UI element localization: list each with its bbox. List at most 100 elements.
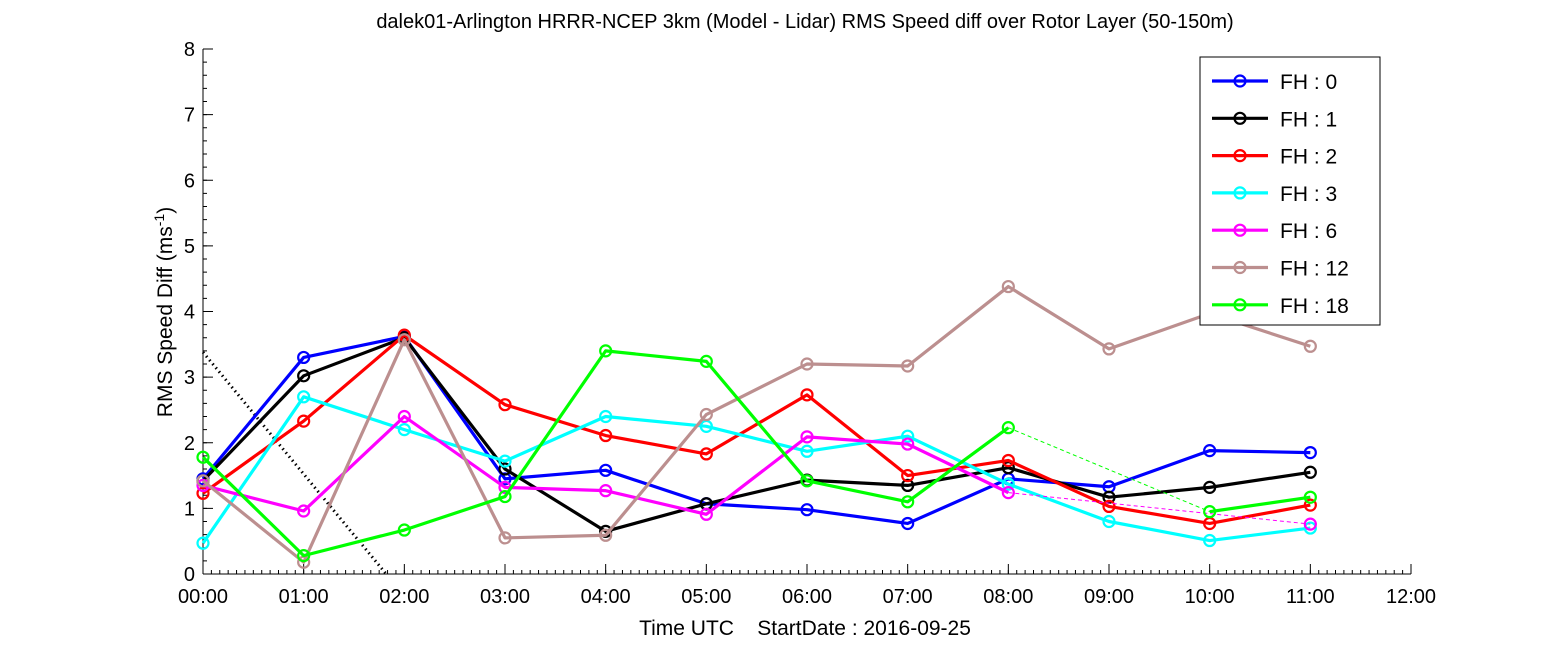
legend-label: FH : 12 (1280, 258, 1349, 281)
data-point (599, 528, 613, 542)
legend-marker (1233, 298, 1247, 312)
data-point (1303, 339, 1317, 353)
data-point (1303, 517, 1317, 531)
data-point (297, 350, 311, 365)
x-tick-label: 12:00 (1386, 586, 1436, 608)
data-point (196, 450, 210, 464)
data-point (1303, 490, 1317, 504)
data-point (498, 472, 512, 486)
data-point (901, 359, 915, 373)
data-point (599, 409, 613, 424)
data-point (397, 423, 411, 437)
x-axis-label: Time UTC StartDate : 2016-09-25 (639, 617, 971, 640)
y-tick-label: 4 (184, 302, 195, 324)
x-tick-label: 06:00 (782, 586, 832, 608)
series-fh-12 (196, 279, 1317, 569)
data-point (901, 429, 915, 443)
x-tick-label: 08:00 (983, 586, 1033, 608)
series-line (202, 414, 1010, 516)
y-tick-label: 8 (184, 39, 195, 61)
legend-marker (1233, 260, 1247, 275)
data-point (196, 536, 210, 550)
legend-marker (1233, 223, 1247, 237)
data-point (1001, 453, 1015, 468)
y-tick-label: 3 (184, 367, 195, 389)
series-line (202, 333, 1311, 526)
data-point (599, 428, 613, 443)
data-point (1203, 533, 1217, 548)
y-tick-label: 2 (184, 433, 195, 455)
axes: 0 1 2 3 4 5 6 7 8 00:00 01:00 02:00 03:00 04:00 05:00 0… (178, 39, 1436, 608)
data-point (196, 486, 210, 500)
data-point (1001, 486, 1015, 500)
series-line (201, 284, 1311, 564)
legend-item: FH : 18 (1212, 295, 1349, 318)
series-fh-18 (196, 344, 1317, 563)
data-point (1203, 444, 1217, 458)
legend-label: FH : 2 (1280, 146, 1337, 169)
legend: FH : 0 FH : 1 FH : 2 FH : 3 FH : 6 FH : 12 FH … (1199, 56, 1381, 326)
data-point (498, 398, 512, 412)
legend-marker (1233, 149, 1247, 163)
series-line (201, 334, 1311, 526)
legend-box (1199, 56, 1381, 326)
legend-label: FH : 3 (1280, 183, 1337, 206)
y-axis-label: RMS Speed Diff (ms-1) (151, 207, 177, 417)
legend-item: FH : 0 (1212, 71, 1337, 94)
series-line (201, 349, 1010, 558)
data-point (498, 531, 512, 545)
data-point (901, 516, 915, 531)
series-fh-3 (196, 390, 1317, 550)
legend-item: FH : 2 (1212, 146, 1337, 169)
data-point (1102, 499, 1116, 514)
data-point (1001, 421, 1015, 435)
data-point (1303, 465, 1317, 479)
data-point (1001, 279, 1015, 294)
data-point (397, 523, 411, 537)
data-point (1303, 498, 1317, 512)
y-axis-label-sup: -1 (151, 214, 167, 227)
y-tick-label: 5 (184, 236, 195, 258)
data-point (498, 454, 512, 468)
x-tick-label: 10:00 (1185, 586, 1235, 608)
data-point (297, 504, 311, 518)
x-tick-label: 03:00 (480, 586, 530, 608)
legend-marker (1233, 74, 1247, 88)
data-point (800, 444, 814, 458)
data-point (599, 463, 613, 477)
data-point (800, 474, 814, 488)
x-tick-label: 01:00 (279, 586, 329, 608)
x-tick-label: 11:00 (1286, 586, 1335, 608)
legend-label: FH : 0 (1280, 71, 1337, 94)
y-axis-label-end: ) (154, 207, 177, 214)
data-point (599, 344, 613, 358)
data-point (901, 468, 915, 483)
series-layer (196, 279, 1317, 569)
x-tick-label: 04:00 (581, 586, 631, 608)
series-fh-2 (196, 328, 1317, 531)
y-tick-label: 7 (184, 105, 195, 127)
data-point (1102, 514, 1116, 529)
data-point (800, 357, 814, 371)
data-point (699, 407, 713, 422)
series-fh-6 (196, 409, 1317, 531)
data-point (800, 430, 814, 444)
x-tick-label: 05:00 (681, 586, 731, 608)
series-line (1209, 495, 1311, 514)
legend-item: FH : 3 (1212, 183, 1337, 206)
data-point (196, 474, 210, 488)
legend-label: FH : 6 (1280, 220, 1337, 243)
data-point (297, 390, 311, 404)
legend-label: FH : 18 (1280, 295, 1349, 318)
series-line (201, 395, 1311, 545)
series-line (201, 336, 1311, 533)
legend-item: FH : 1 (1212, 108, 1337, 131)
data-point (699, 354, 713, 368)
series-gap-line (1008, 492, 1311, 525)
legend-marker (1233, 111, 1247, 125)
legend-item: FH : 12 (1212, 258, 1349, 281)
x-tick-label: 09:00 (1084, 586, 1134, 608)
x-tick-label: 07:00 (883, 586, 933, 608)
data-point (1203, 480, 1217, 494)
data-point (1303, 445, 1317, 460)
